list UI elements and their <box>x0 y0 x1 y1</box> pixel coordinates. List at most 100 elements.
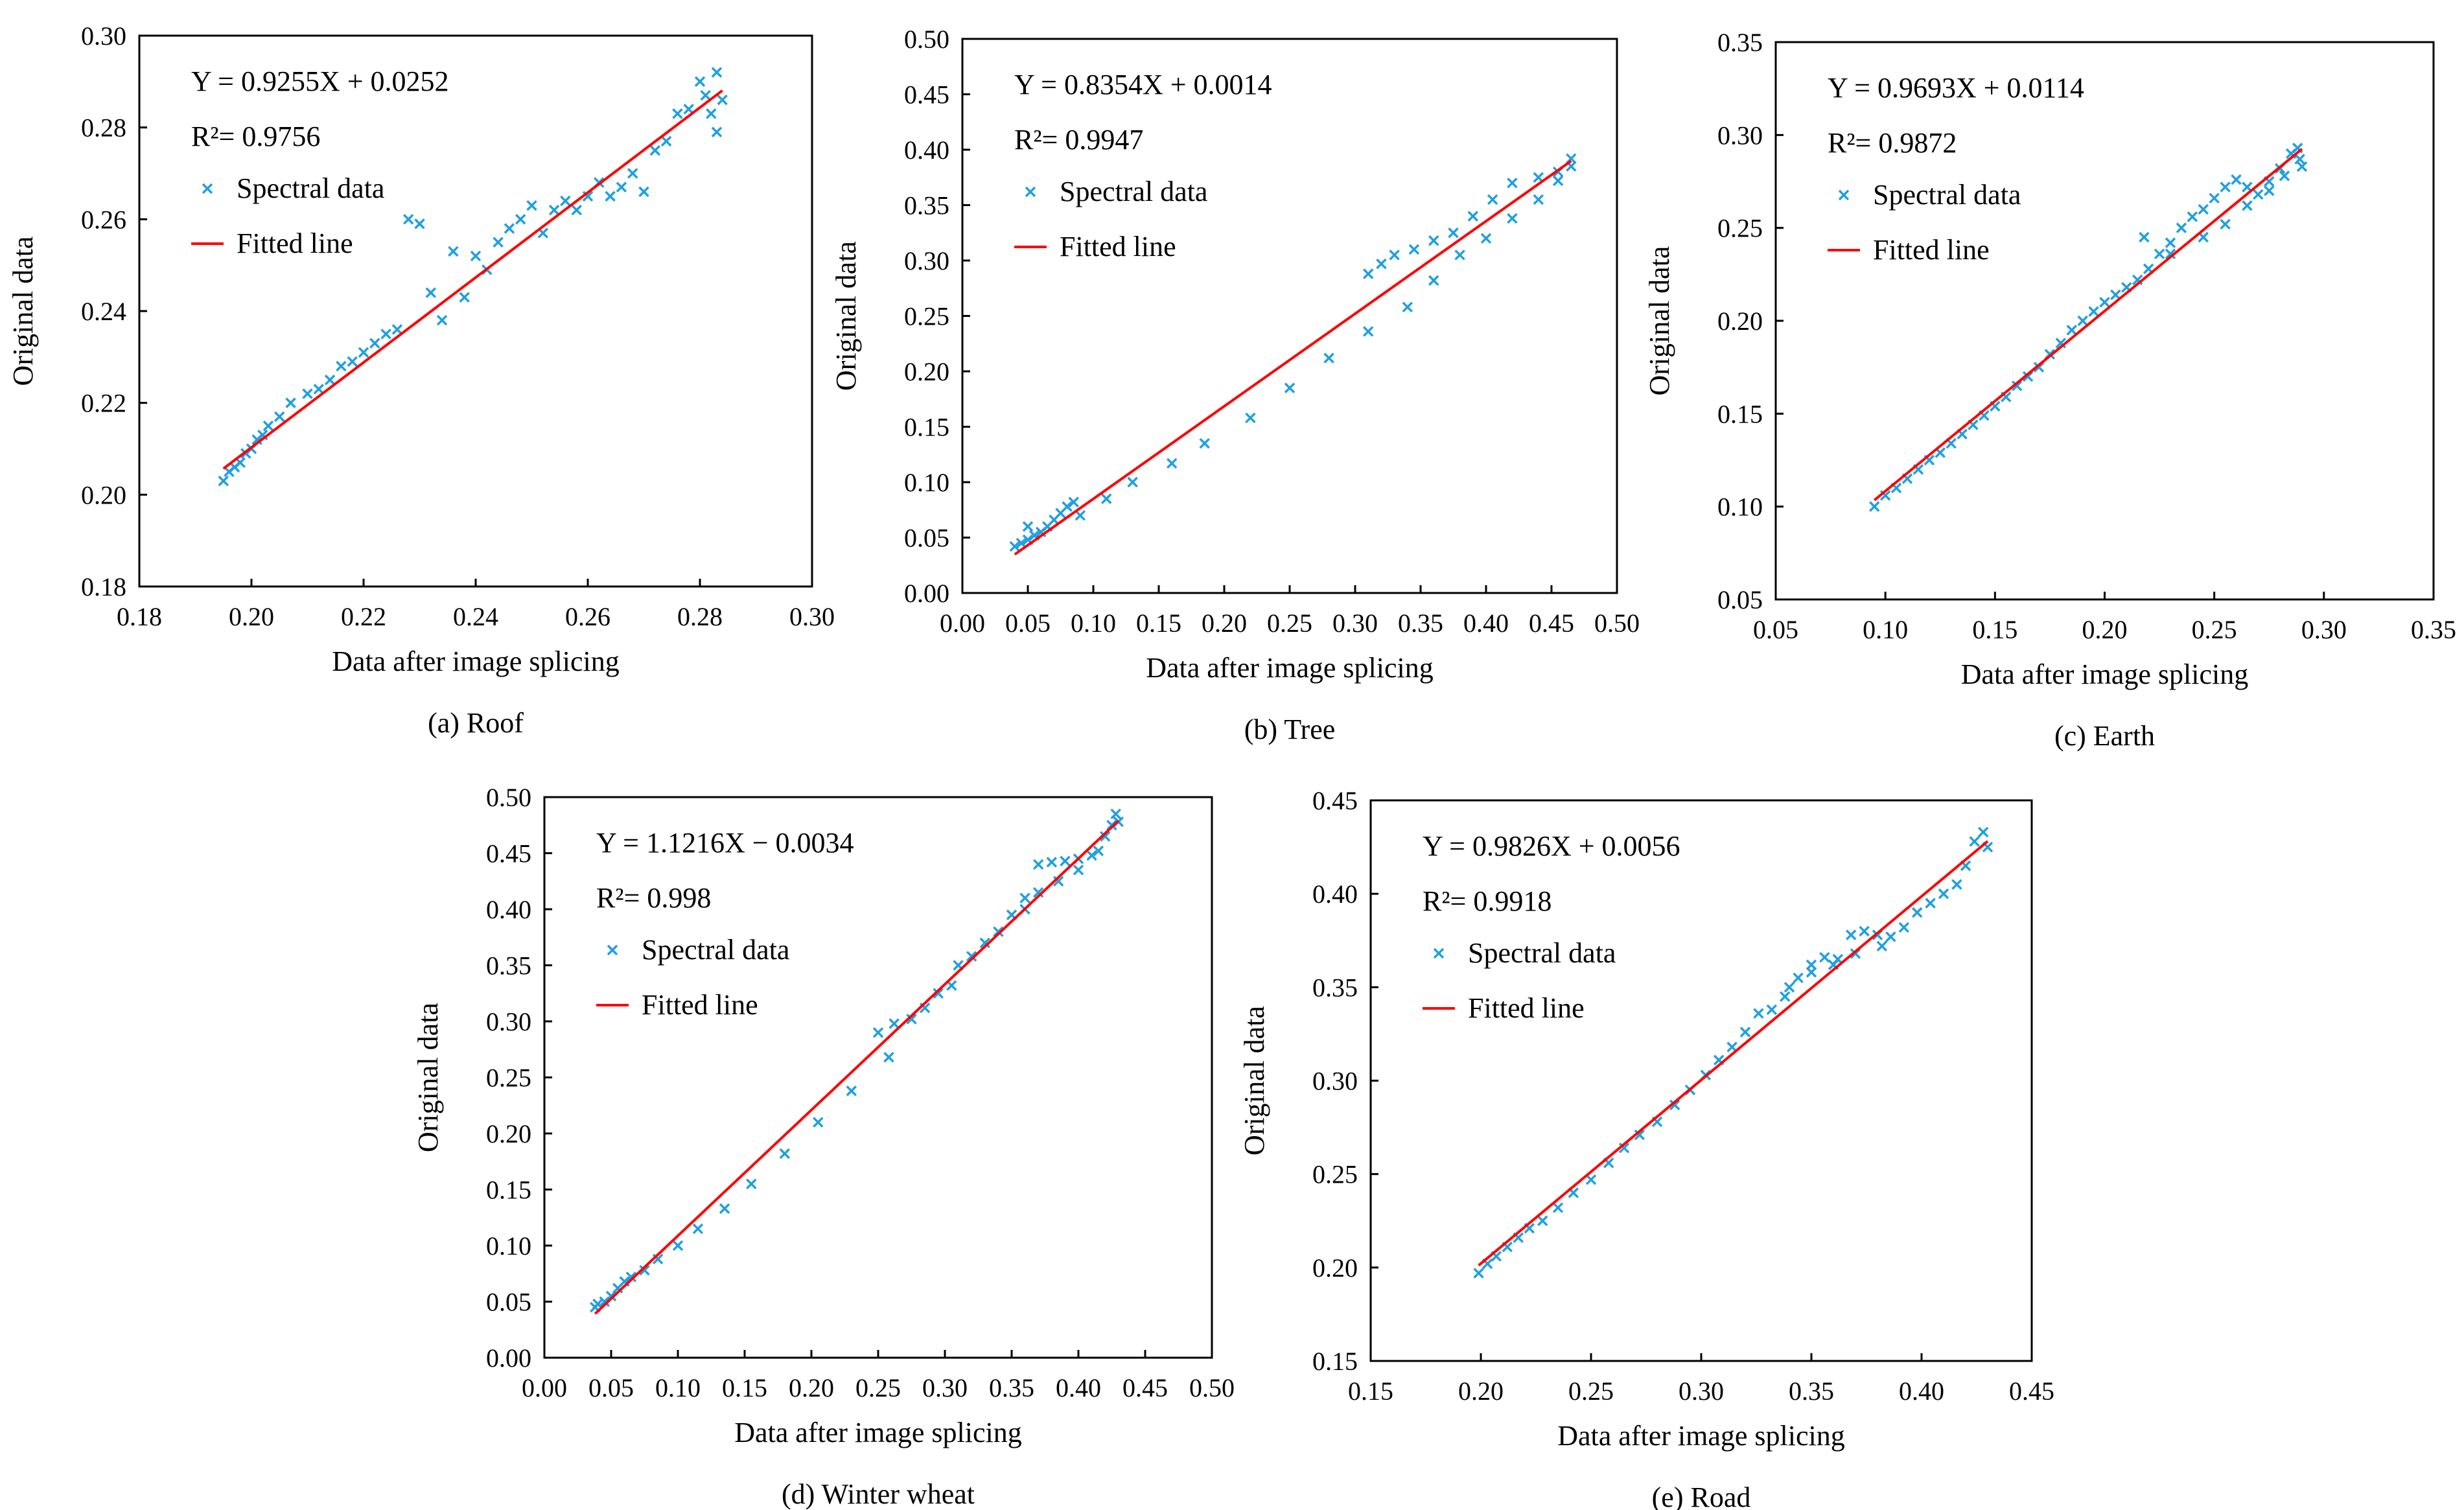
data-point <box>711 67 723 78</box>
fit-equation: Y = 0.8354X + 0.0014 <box>1014 69 1272 100</box>
x-tick-label: 0.18 <box>117 602 162 631</box>
x-tick-label: 0.15 <box>1972 615 2017 644</box>
data-point <box>2139 231 2150 243</box>
fitted-line <box>1873 148 2303 502</box>
x-tick-label: 0.15 <box>1348 1376 1393 1406</box>
data-point <box>302 388 313 399</box>
y-tick-label: 0.20 <box>904 357 949 386</box>
data-point <box>711 126 723 137</box>
y-tick-label: 0.45 <box>1312 786 1358 815</box>
data-point <box>649 145 661 156</box>
x-tick-label: 0.25 <box>855 1373 901 1402</box>
data-point <box>2011 380 2023 391</box>
data-point <box>336 360 347 372</box>
chart-1: 0.18 0.20 0.22 0.24 0.26 0.28 0.30 0.18 0.20 0.22… <box>7 21 835 739</box>
data-point <box>1480 233 1492 244</box>
legend-fitted-line: Fitted line <box>1873 234 1990 266</box>
data-point <box>889 1018 900 1029</box>
data-point <box>560 195 571 207</box>
r-squared: R²= 0.9872 <box>1828 127 1957 159</box>
x-tick-label: 0.05 <box>1005 609 1051 638</box>
y-tick-label: 0.35 <box>904 191 949 220</box>
legend-marker-x-icon <box>202 183 213 194</box>
data-point <box>2088 306 2099 317</box>
data-point <box>2165 248 2176 260</box>
data-point <box>1428 275 1439 286</box>
data-point <box>616 181 627 192</box>
data-point <box>1408 244 1420 255</box>
data-point <box>391 324 403 335</box>
data-point <box>2296 161 2308 172</box>
y-tick-label: 0.10 <box>486 1231 531 1260</box>
data-point <box>493 237 504 248</box>
x-tick-label: 0.30 <box>2301 615 2347 644</box>
data-point <box>1845 929 1857 940</box>
data-point <box>1585 1174 1597 1185</box>
legend-spectral-data: Spectral data <box>1873 179 2021 211</box>
x-tick-label: 0.05 <box>588 1373 634 1402</box>
data-point <box>1876 940 1888 952</box>
chart-caption: (b) Tree <box>1244 714 1336 745</box>
data-point <box>380 329 391 340</box>
data-point <box>1073 865 1084 876</box>
data-point <box>779 1148 791 1159</box>
y-axis-title: Original data <box>7 237 39 386</box>
chart-caption: (c) Earth <box>2054 720 2155 752</box>
fit-equation: Y = 0.9693X + 0.0114 <box>1828 72 2084 104</box>
plot-frame <box>1774 41 2435 601</box>
data-point <box>526 200 537 211</box>
y-axis-title: Original data <box>1644 246 1675 396</box>
x-axis-title: Data after image splicing <box>734 1417 1021 1448</box>
r-squared: R²= 0.9756 <box>191 121 320 152</box>
legend-fitted-line: Fitted line <box>237 227 353 259</box>
data-point <box>1784 982 1795 993</box>
chart-5: 0.15 0.20 0.25 0.30 0.35 0.40 0.45 0.15 0.20 0.25… <box>1238 786 2054 1510</box>
plot-frame <box>543 796 1213 1359</box>
data-point <box>1951 879 1962 890</box>
y-tick-label: 0.35 <box>486 951 531 981</box>
data-point <box>1487 194 1498 205</box>
data-point <box>571 204 582 216</box>
data-point <box>1507 213 1518 224</box>
data-point <box>1911 907 1923 918</box>
data-point <box>625 1272 637 1283</box>
y-tick-label: 0.40 <box>904 135 949 165</box>
y-tick-label: 0.10 <box>1717 493 1763 522</box>
data-point <box>1938 888 1949 900</box>
y-tick-label: 0.45 <box>486 839 531 868</box>
data-point <box>1454 250 1465 261</box>
data-point <box>1977 826 1989 838</box>
y-tick-label: 0.26 <box>81 205 126 234</box>
fitted-line <box>594 820 1120 1315</box>
data-point <box>906 1014 917 1025</box>
x-tick-label: 0.40 <box>1899 1376 1944 1406</box>
data-point <box>1448 227 1459 238</box>
chart-caption: (a) Roof <box>428 707 524 739</box>
x-tick-label: 0.30 <box>789 602 835 631</box>
y-tick-label: 0.15 <box>1717 399 1763 428</box>
data-point <box>1019 892 1030 903</box>
data-point <box>1060 855 1071 866</box>
data-point <box>1046 857 1058 868</box>
data-point <box>846 1086 857 1097</box>
y-tick-label: 0.20 <box>1717 307 1763 336</box>
y-tick-label: 0.15 <box>904 413 949 442</box>
data-point <box>2099 297 2110 308</box>
data-point <box>1552 1202 1564 1213</box>
y-tick-label: 0.20 <box>81 480 126 509</box>
data-point <box>358 347 369 358</box>
data-point <box>1075 510 1086 521</box>
data-point <box>347 356 358 367</box>
legend-marker-x-icon <box>607 944 618 956</box>
data-point <box>694 76 706 87</box>
y-tick-label: 0.20 <box>1312 1253 1358 1283</box>
r-squared: R²= 0.998 <box>596 882 711 914</box>
data-point <box>369 338 380 349</box>
x-tick-label: 0.00 <box>940 609 985 638</box>
data-point <box>548 204 560 216</box>
x-axis-title: Data after image splicing <box>1961 658 2248 690</box>
legend-fitted-line: Fitted line <box>642 989 758 1021</box>
data-point <box>2209 192 2220 204</box>
data-point <box>1428 235 1439 246</box>
legend-spectral-data: Spectral data <box>237 172 384 204</box>
